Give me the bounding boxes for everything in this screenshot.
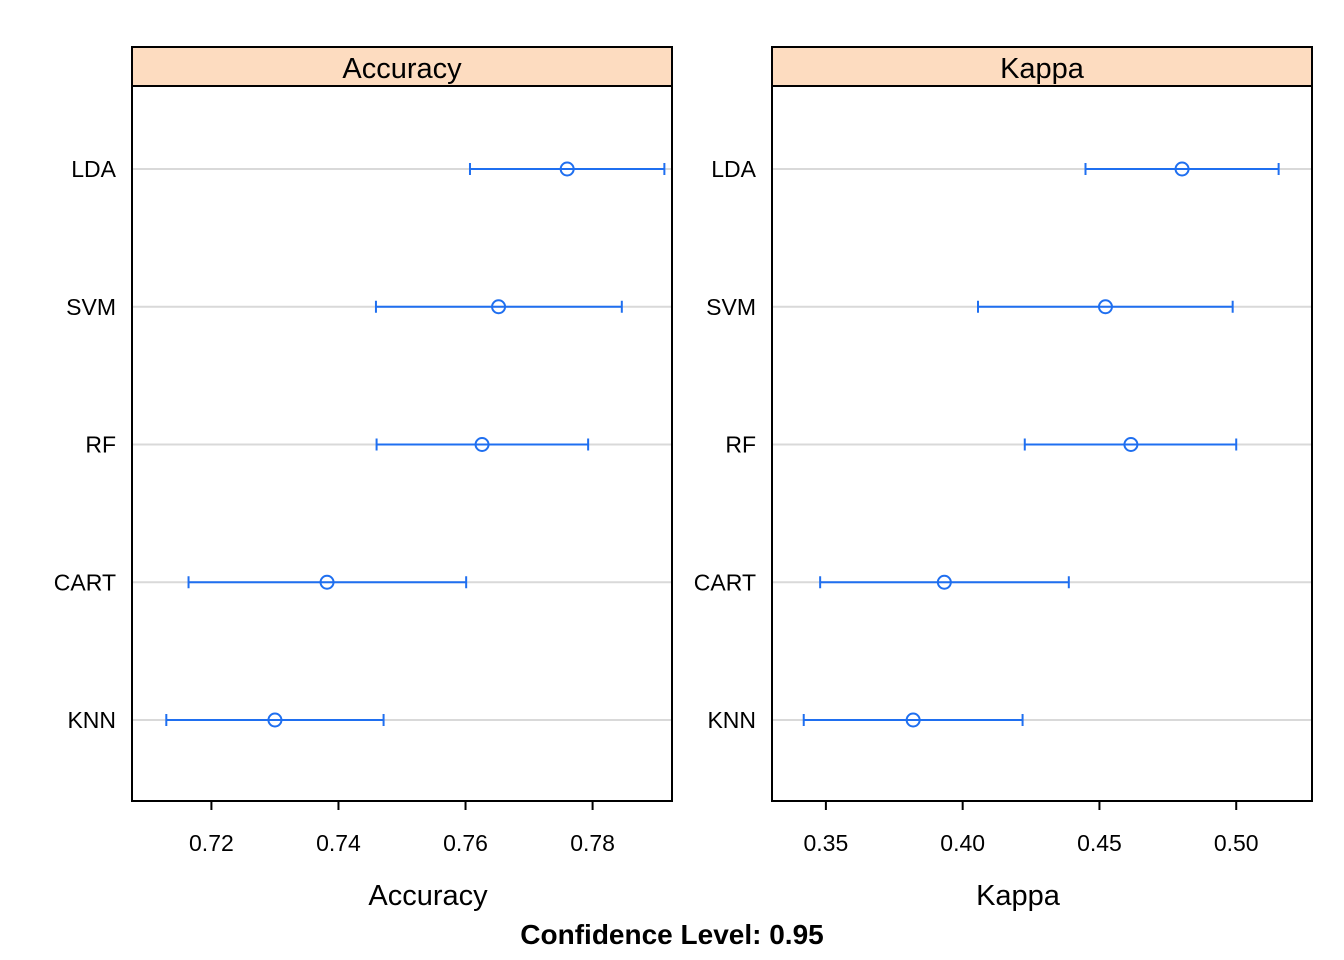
x-tick-label: 0.76 bbox=[443, 830, 488, 856]
point-estimate-rf bbox=[474, 437, 490, 452]
x-tick-label: 0.78 bbox=[570, 830, 615, 856]
point-estimate-lda bbox=[559, 161, 575, 177]
x-tick-label: 0.50 bbox=[1214, 830, 1259, 856]
strip-label: Accuracy bbox=[342, 53, 462, 85]
category-label-knn: KNN bbox=[67, 707, 116, 733]
x-tick-label: 0.45 bbox=[1077, 830, 1122, 856]
panel-accuracy: Accuracy LDA SVM RF CART KNN 0.72 0.74 0.76 0.78 A… bbox=[54, 46, 673, 912]
category-label-cart: CART bbox=[54, 569, 116, 595]
x-tick-label: 0.40 bbox=[940, 830, 985, 856]
point-estimate-cart bbox=[319, 574, 335, 590]
x-axis-label: Kappa bbox=[976, 880, 1061, 912]
point-estimate-knn bbox=[905, 712, 921, 728]
panels-layer: Accuracy LDA SVM RF CART KNN 0.72 0.74 0.76 0.78 A… bbox=[54, 46, 1313, 912]
category-label-lda: LDA bbox=[71, 156, 116, 182]
x-tick-label: 0.74 bbox=[316, 830, 361, 856]
plot-frame bbox=[771, 85, 1313, 802]
x-tick-label: 0.35 bbox=[804, 830, 849, 856]
strip-header bbox=[131, 46, 673, 87]
category-label-rf: RF bbox=[725, 432, 756, 458]
point-estimate-svm bbox=[1097, 299, 1113, 315]
category-label-cart: CART bbox=[694, 569, 756, 595]
point-estimate-rf bbox=[1123, 437, 1139, 452]
point-estimate-cart bbox=[936, 574, 952, 590]
plot-frame bbox=[131, 85, 673, 802]
category-label-svm: SVM bbox=[706, 294, 756, 320]
strip-label: Kappa bbox=[1000, 53, 1085, 85]
confidence-level-footer: Confidence Level: 0.95 bbox=[520, 919, 823, 950]
x-tick-label: 0.72 bbox=[189, 830, 234, 856]
point-estimate-svm bbox=[491, 299, 507, 315]
category-label-svm: SVM bbox=[66, 294, 116, 320]
point-estimate-knn bbox=[267, 712, 283, 728]
category-label-lda: LDA bbox=[711, 156, 756, 182]
category-label-knn: KNN bbox=[707, 707, 756, 733]
category-label-rf: RF bbox=[85, 432, 116, 458]
strip-header bbox=[771, 46, 1313, 87]
x-axis-label: Accuracy bbox=[368, 880, 488, 912]
panel-kappa: Kappa LDA SVM RF CART KNN 0.35 0.40 0.45 0.50 Kapp… bbox=[694, 46, 1313, 912]
point-estimate-lda bbox=[1174, 161, 1190, 177]
